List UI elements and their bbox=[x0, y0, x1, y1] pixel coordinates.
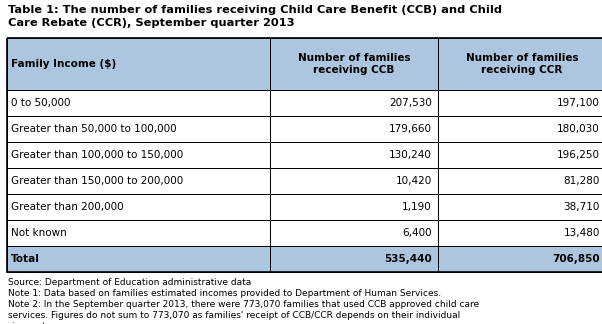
Text: Table 1: The number of families receiving Child Care Benefit (CCB) and Child: Table 1: The number of families receivin… bbox=[8, 5, 502, 15]
Bar bbox=[270, 142, 438, 168]
Bar bbox=[7, 194, 270, 220]
Bar bbox=[270, 116, 438, 142]
Text: Greater than 150,000 to 200,000: Greater than 150,000 to 200,000 bbox=[11, 176, 183, 186]
Bar bbox=[438, 246, 602, 272]
Text: Note 2: In the September quarter 2013, there were 773,070 families that used CCB: Note 2: In the September quarter 2013, t… bbox=[8, 300, 479, 309]
Text: 179,660: 179,660 bbox=[389, 124, 432, 134]
Bar bbox=[7, 142, 270, 168]
Bar bbox=[270, 220, 438, 246]
Bar bbox=[7, 38, 270, 90]
Text: Number of families
receiving CCB: Number of families receiving CCB bbox=[297, 53, 411, 75]
Bar bbox=[438, 116, 602, 142]
Text: 535,440: 535,440 bbox=[384, 254, 432, 264]
Bar bbox=[270, 168, 438, 194]
Text: 38,710: 38,710 bbox=[563, 202, 600, 212]
Text: 130,240: 130,240 bbox=[389, 150, 432, 160]
Bar bbox=[438, 38, 602, 90]
Text: 207,530: 207,530 bbox=[389, 98, 432, 108]
Bar bbox=[7, 246, 270, 272]
Text: Greater than 100,000 to 150,000: Greater than 100,000 to 150,000 bbox=[11, 150, 183, 160]
Text: 13,480: 13,480 bbox=[563, 228, 600, 238]
Text: 10,420: 10,420 bbox=[396, 176, 432, 186]
Text: Not known: Not known bbox=[11, 228, 67, 238]
Text: Note 1: Data based on families estimated incomes provided to Department of Human: Note 1: Data based on families estimated… bbox=[8, 289, 441, 298]
Bar bbox=[270, 38, 438, 90]
Text: Greater than 50,000 to 100,000: Greater than 50,000 to 100,000 bbox=[11, 124, 176, 134]
Text: 1,190: 1,190 bbox=[402, 202, 432, 212]
Bar bbox=[438, 142, 602, 168]
Text: services. Figures do not sum to 773,070 as families' receipt of CCB/CCR depends : services. Figures do not sum to 773,070 … bbox=[8, 311, 461, 320]
Bar bbox=[438, 168, 602, 194]
Text: 196,250: 196,250 bbox=[557, 150, 600, 160]
Text: 706,850: 706,850 bbox=[553, 254, 600, 264]
Bar bbox=[7, 38, 602, 272]
Bar bbox=[7, 90, 270, 116]
Text: Greater than 200,000: Greater than 200,000 bbox=[11, 202, 123, 212]
Text: Family Income ($): Family Income ($) bbox=[11, 59, 116, 69]
Bar bbox=[438, 90, 602, 116]
Bar bbox=[270, 246, 438, 272]
Bar bbox=[7, 220, 270, 246]
Text: 81,280: 81,280 bbox=[563, 176, 600, 186]
Text: 6,400: 6,400 bbox=[402, 228, 432, 238]
Bar bbox=[438, 220, 602, 246]
Text: 197,100: 197,100 bbox=[557, 98, 600, 108]
Text: 0 to 50,000: 0 to 50,000 bbox=[11, 98, 70, 108]
Text: Total: Total bbox=[11, 254, 40, 264]
Text: Number of families
receiving CCR: Number of families receiving CCR bbox=[466, 53, 579, 75]
Text: circumstances.: circumstances. bbox=[8, 322, 76, 324]
Bar bbox=[270, 194, 438, 220]
Text: Care Rebate (CCR), September quarter 2013: Care Rebate (CCR), September quarter 201… bbox=[8, 18, 294, 28]
Text: 180,030: 180,030 bbox=[557, 124, 600, 134]
Bar bbox=[7, 116, 270, 142]
Bar bbox=[270, 90, 438, 116]
Bar bbox=[438, 194, 602, 220]
Text: Source: Department of Education administrative data: Source: Department of Education administ… bbox=[8, 278, 251, 287]
Bar bbox=[7, 168, 270, 194]
